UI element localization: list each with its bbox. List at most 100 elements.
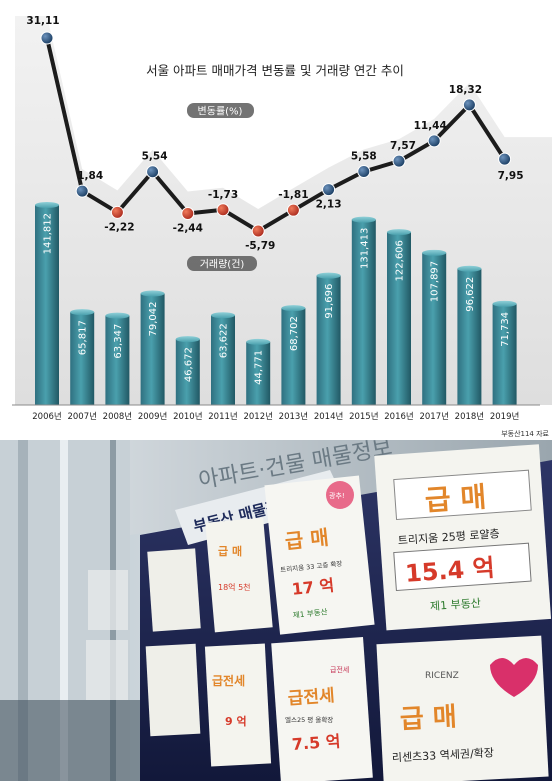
bar-2012년: 44,771 (246, 338, 271, 405)
photo-panel: 아파트·건물 매물정보 부동산 매물정보 급 매 트리지움 25평 로얄층 15… (0, 440, 552, 781)
bar-2013년: 68,702 (281, 305, 306, 405)
bar-value-label: 131,413 (359, 228, 370, 269)
x-tick-label: 2016년 (384, 411, 413, 422)
card-agency: 제1 부동산 (292, 606, 328, 620)
x-tick-label: 2014년 (314, 411, 343, 422)
source-note: 부동산114 자료 (501, 429, 549, 438)
point-2013년: -1,81 (278, 189, 309, 217)
legend-bar: 거래량(건) (187, 256, 257, 271)
point-value-label: -1,73 (208, 189, 238, 201)
card-agency: RICENZ (425, 671, 459, 681)
x-tick-label: 2006년 (32, 411, 61, 422)
point-value-label: 11,44 (414, 120, 447, 132)
x-tick-label: 2010년 (173, 411, 202, 422)
point-2016년: 7,57 (390, 140, 416, 168)
point-value-label: 31,11 (26, 15, 59, 27)
bar-2019년: 71,734 (492, 300, 517, 405)
x-tick-label: 2008년 (103, 411, 132, 422)
bars-layer: 141,812 2006년 65,817 2007년 63,347 2008년 79,042… (12, 202, 540, 422)
card-line1: 엘스25 평 올확장 (285, 715, 333, 724)
x-tick-label: 2017년 (419, 411, 448, 422)
bar-value-label: 71,734 (500, 312, 511, 347)
point-2014년: 2,13 (316, 183, 342, 211)
listing-card: 급 매 18억 5천 (205, 517, 273, 633)
card-badge: 광추! (329, 492, 345, 500)
x-tick-label: 2012년 (243, 411, 272, 422)
bar-value-label: 96,622 (465, 277, 476, 312)
point-value-label: 7,57 (390, 140, 416, 152)
legend-line: 변동률(%) (187, 103, 254, 118)
listing-card: 급전세 9 억 (204, 643, 272, 767)
x-tick-label: 2019년 (490, 411, 519, 422)
card-price: 15.4 억 (404, 554, 495, 588)
card-headline: 급전세 (212, 673, 245, 688)
bar-2011년: 63,622 (211, 312, 235, 405)
point-value-label: 5,58 (351, 151, 377, 163)
x-tick-label: 2011년 (208, 411, 237, 422)
bar-2017년: 107,897 (422, 249, 447, 405)
point-value-label: -2,22 (104, 221, 134, 233)
listing-card: RICENZ 급 매 리센츠33 역세권/확장 (376, 635, 549, 781)
point-value-label: 18,32 (449, 84, 482, 96)
bar-2006년: 141,812 (35, 202, 59, 405)
point-2015년: 5,58 (351, 151, 377, 179)
x-tick-label: 2013년 (279, 411, 308, 422)
point-2019년: 7,95 (498, 152, 524, 182)
chart-panel: 141,812 2006년 65,817 2007년 63,347 2008년 79,042… (12, 15, 552, 438)
point-2018년: 18,32 (449, 84, 482, 112)
point-2006년: 31,11 (26, 15, 60, 45)
card-agency: 제1 부동산 (430, 597, 482, 614)
bar-value-label: 63,622 (219, 323, 230, 358)
card-headline: 급전세 (287, 686, 335, 709)
bar-2008년: 63,347 (105, 312, 130, 405)
storefront-photo: 아파트·건물 매물정보 부동산 매물정보 급 매 트리지움 25평 로얄층 15… (0, 440, 552, 781)
bar-value-label: 44,771 (254, 350, 265, 385)
bar-value-label: 46,672 (183, 347, 194, 382)
point-value-label: 1,84 (77, 170, 103, 182)
card-headline: 급 매 (218, 544, 242, 558)
chart-title: 서울 아파트 매매가격 변동률 및 거래량 연간 추이 (146, 63, 404, 78)
point-value-label: -2,44 (173, 222, 203, 234)
line-layer: 31,11 1,84 -2,22 5,54 -2,44 -1,73 -5,79 -1,81 2,… (26, 15, 523, 252)
point-2012년: -5,79 (245, 224, 275, 252)
listing-card: 급 매 트리지움 25평 로얄층 15.4 억 제1 부동산 (374, 444, 552, 631)
bar-value-label: 122,606 (395, 240, 406, 281)
bar-value-label: 68,702 (289, 316, 300, 351)
card-line1: 리센츠33 역세권/확장 (392, 746, 495, 764)
point-2009년: 5,54 (142, 151, 168, 179)
card-headline: 급 매 (424, 480, 487, 517)
chart-svg: 141,812 2006년 65,817 2007년 63,347 2008년 79,042… (12, 15, 552, 438)
bar-value-label: 107,897 (430, 261, 441, 302)
bar-2018년: 96,622 (457, 265, 482, 405)
point-value-label: -1,81 (278, 189, 308, 201)
listing-card: 광추! 급 매 트리지움 33 고층 확장 17 억 제1 부동산 (264, 475, 375, 635)
listing-card: 급전세 급전세 엘스25 평 올확장 7.5 억 (271, 636, 373, 781)
card-headline: 급 매 (284, 525, 330, 553)
card-headline: 급 매 (399, 702, 457, 735)
card-line1: 18억 5천 (218, 582, 251, 592)
bar-2015년: 131,413 (351, 216, 376, 405)
x-tick-label: 2009년 (138, 411, 167, 422)
bar-2009년: 79,042 (140, 290, 165, 405)
bar-2010년: 46,672 (175, 336, 200, 405)
bar-2014년: 91,696 (316, 272, 341, 405)
x-tick-label: 2007년 (67, 411, 96, 422)
bar-value-label: 65,817 (78, 320, 89, 355)
point-2010년: -2,44 (173, 206, 203, 234)
bar-2016년: 122,606 (387, 229, 411, 405)
bar-2007년: 65,817 (70, 309, 95, 405)
card-badge: 급전세 (330, 665, 349, 674)
bar-value-label: 91,696 (324, 284, 335, 319)
point-value-label: 7,95 (498, 170, 524, 182)
bar-value-label: 79,042 (148, 302, 159, 337)
card-price: 9 억 (225, 715, 247, 728)
point-2017년: 11,44 (414, 120, 447, 148)
point-value-label: 5,54 (142, 151, 168, 163)
legend-bar-label: 거래량(건) (200, 259, 245, 271)
point-2011년: -1,73 (208, 189, 238, 217)
bar-value-label: 63,347 (113, 324, 124, 359)
x-tick-label: 2015년 (349, 411, 378, 422)
point-value-label: 2,13 (316, 199, 342, 211)
point-value-label: -5,79 (245, 240, 275, 252)
change-rate-line (45, 37, 507, 233)
